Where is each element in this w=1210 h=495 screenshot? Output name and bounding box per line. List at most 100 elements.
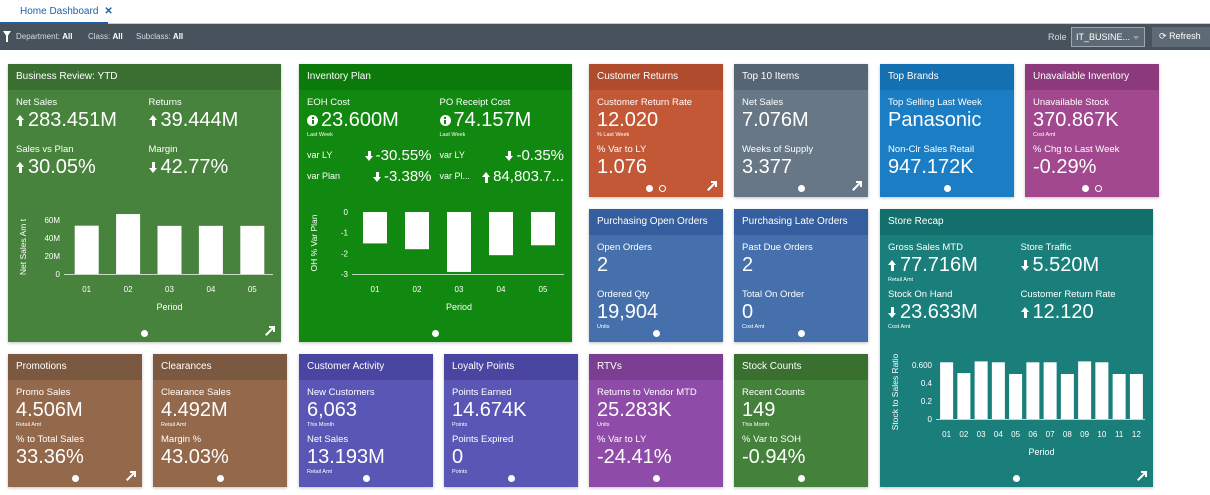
metric-value: -0.29% [1033, 156, 1097, 178]
page-dot-active[interactable] [141, 330, 148, 337]
x-tick-label: 11 [1115, 430, 1124, 439]
expand-icon[interactable] [1137, 471, 1147, 481]
metric-label: Points Expired [452, 434, 514, 445]
page-dot-active[interactable] [652, 330, 660, 337]
metric-value-row: 77.716M [888, 254, 1013, 276]
metric-value: 23.633M [900, 301, 978, 323]
metric-label: Gross Sales MTD [888, 242, 963, 253]
tile-title[interactable]: Promotions [8, 354, 142, 380]
tile-title[interactable]: Loyalty Points [444, 354, 578, 380]
x-tick-label: 08 [1063, 430, 1072, 439]
bar-12 [1129, 374, 1143, 419]
y-axis-title: Net Sales Am t [18, 218, 28, 275]
tile-title[interactable]: Stock Counts [734, 354, 868, 380]
metric: Points Earned 14.674K Points [452, 385, 570, 432]
metric: Net Sales 283.451M [16, 95, 141, 142]
refresh-icon: ⟳ [1159, 31, 1167, 41]
tile-body: Gross Sales MTD 77.716M Retail Amt Store Tr… [880, 235, 1153, 334]
tile-title[interactable]: Clearances [153, 354, 287, 380]
tile-stock-counts: Stock Counts Recent Counts 149 This Month% … [734, 354, 868, 487]
page-dot[interactable] [659, 185, 666, 192]
metric-caption: % Last Week [597, 132, 630, 138]
filter-subclass[interactable]: Subclass: All [136, 32, 184, 41]
variance-value: -3.38% [383, 167, 432, 185]
metric-caption: This Month [742, 422, 770, 428]
metric-caption: Units [597, 324, 610, 330]
metrics: Customer Return Rate 12.020% Last Week% V… [597, 95, 715, 189]
tile-title[interactable]: Unavailable Inventory [1025, 64, 1159, 90]
x-tick-label: 04 [497, 285, 506, 294]
page-dot[interactable] [1095, 185, 1102, 192]
page-dot-active[interactable] [71, 475, 79, 482]
page-dot-active[interactable] [943, 185, 951, 192]
tile-title[interactable]: Inventory Plan [299, 64, 572, 90]
chevron-down-icon [1133, 36, 1139, 40]
tab-home-dashboard[interactable]: Home Dashboard ✕ [0, 0, 113, 24]
page-dot-active[interactable] [1013, 475, 1020, 482]
role-select[interactable]: IT_BUSINE... [1071, 27, 1145, 47]
expand-icon[interactable] [852, 181, 862, 191]
metric: Gross Sales MTD 77.716M Retail Amt [888, 240, 1013, 287]
expand-icon[interactable] [707, 181, 717, 191]
page-dot-active[interactable] [1082, 185, 1089, 192]
page-dot-active[interactable] [362, 475, 370, 482]
metric-label: New Customers [307, 387, 375, 398]
page-dot-active[interactable] [216, 475, 224, 482]
page-dot-active[interactable] [797, 185, 805, 192]
page-dot-active[interactable] [507, 475, 515, 482]
x-tick-label: 03 [455, 285, 464, 294]
tile-title[interactable]: Top Brands [880, 64, 1014, 90]
metric-value-row: 2 [742, 254, 860, 276]
metric-label: Promo Sales [16, 387, 71, 398]
tile-title[interactable]: Customer Activity [299, 354, 433, 380]
metric: Customer Return Rate 12.120 [1020, 287, 1146, 334]
role-label: Role [1048, 32, 1067, 42]
bar-05 [1009, 374, 1023, 419]
page-indicator [589, 475, 723, 482]
metric-label: Stock On Hand [888, 289, 953, 300]
metric-value: Panasonic [888, 109, 982, 131]
tile-body: New Customers 6,063 This Month Net Sales 13.… [299, 380, 433, 479]
tile-loyalty-points: Loyalty Points Points Earned 14.674K Points… [444, 354, 578, 487]
page-dot-active[interactable] [432, 330, 439, 337]
page-dot-active[interactable] [797, 330, 805, 337]
tile-title[interactable]: Store Recap [880, 209, 1153, 235]
metrics: Clearance Sales 4.492M Retail Amt Margin % 4… [161, 385, 279, 479]
metric-value-row: 39.444M [148, 109, 274, 131]
metric-value-row: 14.674K [452, 399, 570, 421]
page-dot-active[interactable] [646, 185, 653, 192]
filter-icon[interactable] [3, 31, 11, 42]
page-dot-active[interactable] [797, 475, 805, 482]
metric-value-row: -0.94% [742, 446, 860, 468]
metric: Margin 42.77% [148, 142, 274, 189]
metric: % Chg to Last Week -0.29% [1033, 142, 1151, 189]
page-indicator [153, 475, 287, 482]
bar-05 [531, 212, 555, 246]
refresh-button[interactable]: ⟳ Refresh [1152, 27, 1210, 47]
page-dot-active[interactable] [652, 475, 660, 482]
expand-icon[interactable] [126, 471, 136, 481]
bar-03 [157, 225, 182, 274]
close-icon[interactable]: ✕ [104, 6, 113, 17]
page-indicator [299, 475, 433, 482]
filter-department[interactable]: Department: All [16, 32, 73, 41]
tile-title[interactable]: RTVs [589, 354, 723, 380]
tile-body: Net Sales 283.451M Returns 39.444M Sales vs … [8, 90, 281, 189]
metric: Weeks of Supply 3.377 [742, 142, 860, 189]
tile-clearances: Clearances Clearance Sales 4.492M Retail Am… [153, 354, 287, 487]
metrics: Top Selling Last Week Panasonic Non-Clr Sa… [888, 95, 1006, 189]
bar-03 [974, 361, 988, 419]
filter-class[interactable]: Class: All [88, 32, 123, 41]
tile-title[interactable]: Business Review: YTD [8, 64, 281, 90]
tile-title[interactable]: Purchasing Open Orders [589, 209, 723, 235]
tile-title[interactable]: Top 10 Items [734, 64, 868, 90]
tile-title[interactable]: Customer Returns [589, 64, 723, 90]
y-tick-label: 0.2 [921, 397, 933, 406]
tile-title[interactable]: Purchasing Late Orders [734, 209, 868, 235]
x-tick-label: 05 [539, 285, 548, 294]
metric-value-row: 370.867K [1033, 109, 1151, 131]
metric-value: 12.120 [1032, 301, 1094, 323]
tile-body: Promo Sales 4.506M Retail Amt% to Total Sa… [8, 380, 142, 479]
expand-icon[interactable] [265, 326, 275, 336]
metric: Past Due Orders 2 [742, 240, 860, 287]
